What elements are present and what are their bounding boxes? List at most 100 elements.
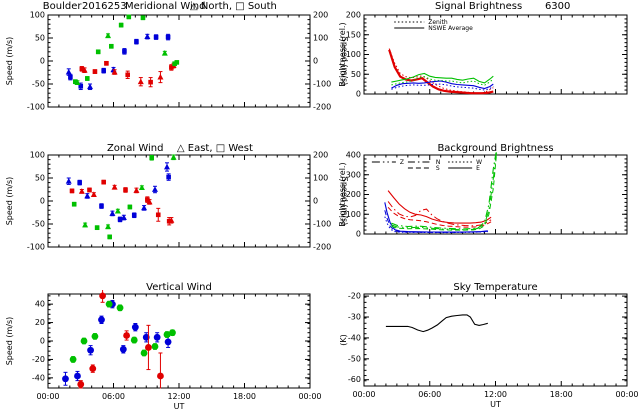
data-point (153, 34, 159, 40)
data-point (81, 67, 88, 73)
data-point (101, 179, 106, 185)
y2-tick-label: -200 (313, 103, 331, 112)
data-point (155, 212, 161, 218)
data-point (87, 187, 92, 193)
plot-legend: Z NS WE (371, 159, 482, 172)
series-line (385, 314, 488, 333)
series-line (387, 201, 492, 227)
data-point (170, 154, 177, 160)
y-tick-label: -50 (32, 80, 45, 89)
data-point (163, 163, 170, 170)
data-point (119, 345, 127, 353)
data-point (105, 32, 112, 39)
data-point (99, 292, 106, 300)
panel-skytemp: -60 -50 -40 -30 -20 00:00 06:00 12:00 18:00 00:00… (339, 282, 639, 409)
y-tick-label: -50 (32, 220, 45, 229)
series-line (391, 72, 494, 84)
x-axis-label: UT (490, 400, 501, 409)
plot-title: 6300 (545, 1, 570, 12)
data-point (157, 372, 164, 380)
data-point (126, 14, 132, 20)
data-point (98, 316, 105, 324)
data-points (62, 290, 176, 389)
data-point (77, 380, 85, 388)
data-point (80, 337, 88, 345)
data-point (71, 201, 77, 207)
data-point (85, 76, 90, 81)
data-point (169, 329, 176, 337)
data-point (122, 49, 127, 54)
data-point (148, 79, 153, 85)
data-point (62, 375, 69, 383)
data-point (118, 22, 124, 28)
legend-label: S (436, 165, 440, 172)
data-point (89, 365, 97, 373)
data-point (151, 343, 159, 350)
data-point (145, 197, 150, 202)
legend-label: NSWE Average (428, 25, 473, 32)
data-point (153, 333, 161, 341)
y-tick-label: 50 (35, 174, 45, 183)
data-point (141, 204, 148, 211)
y2-tick-label: -100 (313, 80, 331, 89)
data-point (74, 79, 81, 86)
x-tick-label: 00:00 (298, 392, 321, 401)
data-point (114, 207, 121, 214)
plot-title: △ East, □ West (177, 143, 253, 154)
data-point (95, 49, 101, 55)
y2-axis-label: Speed (m/s) (340, 177, 349, 226)
y-tick-label: -100 (27, 243, 45, 252)
data-point (65, 178, 72, 184)
data-point (74, 372, 81, 380)
data-point (133, 187, 140, 193)
panel-signal: 0 50 100 150 200 Brightness (rel.) Signal Brig… (338, 1, 628, 99)
data-point (65, 68, 72, 75)
data-point (163, 331, 171, 338)
data-point (140, 15, 146, 21)
y-tick-label: 100 (346, 210, 361, 219)
x-tick-label: 12:00 (167, 392, 190, 401)
y-tick-label: 0 (356, 90, 361, 99)
y-axis-label: Speed (m/s) (5, 317, 14, 366)
legend-label: Z (400, 159, 404, 166)
data-point (130, 336, 138, 344)
y-tick-label: 50 (35, 34, 45, 43)
data-point (69, 188, 75, 194)
data-point (131, 323, 139, 331)
y-tick-label: 50 (351, 70, 361, 79)
plot-title: Background Brightness (437, 143, 553, 154)
plot-title: Sky Temperature (453, 282, 537, 293)
data-point (87, 83, 94, 90)
x-tick-label: 12:00 (484, 390, 507, 399)
data-point (105, 223, 112, 230)
y-tick-label: 150 (346, 30, 361, 39)
axis-ticks (47, 154, 311, 248)
x-tick-label: 18:00 (550, 390, 573, 399)
data-point (91, 332, 99, 340)
y-axis-label: (K) (339, 334, 348, 346)
data-point (101, 68, 106, 73)
y-tick-label: 0 (356, 230, 361, 239)
y-tick-label: 100 (30, 151, 45, 160)
x-tick-label: 00:00 (36, 392, 59, 401)
data-point (94, 225, 100, 230)
data-point (127, 204, 133, 210)
panel-background: 0 100 200 300 400 Brightness (rel.) Background… (338, 143, 628, 239)
data-point (131, 212, 137, 218)
data-point (105, 300, 113, 308)
legend-label: Zenith (428, 19, 448, 26)
data-point (168, 217, 175, 223)
panel-zonal: -100 -50 0 50 100 -200 -100 0 100 200 Speed (m/s) S… (5, 143, 349, 252)
data-point (125, 72, 130, 78)
data-point (72, 79, 78, 84)
y-tick-label: 0 (40, 57, 45, 66)
y-tick-label: -100 (27, 103, 45, 112)
data-point (145, 344, 152, 351)
series-line (387, 190, 492, 224)
data-point (174, 60, 180, 65)
data-point (68, 74, 73, 80)
y-tick-label: 400 (346, 151, 361, 160)
